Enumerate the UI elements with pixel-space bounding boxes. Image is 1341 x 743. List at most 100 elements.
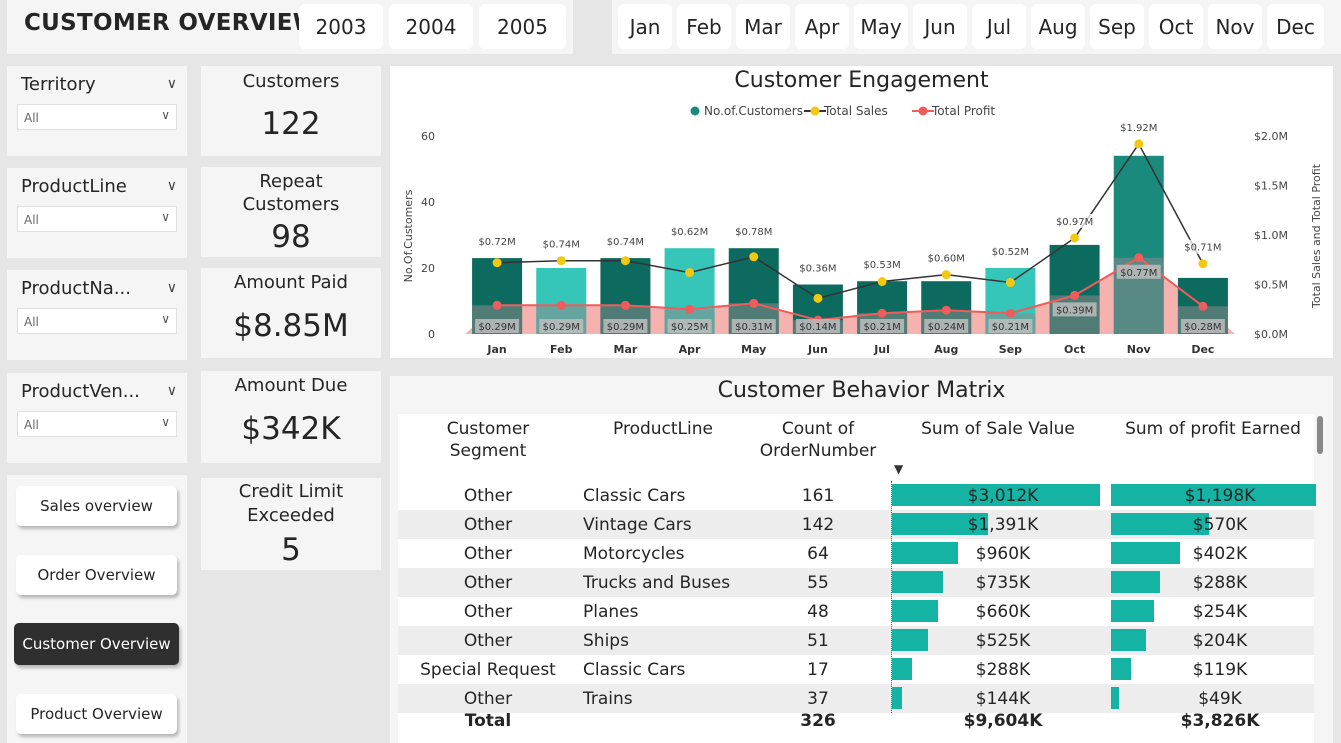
sales-data-label: $0.36M: [799, 264, 836, 275]
profit-point: [1005, 308, 1015, 318]
month-button-jul[interactable]: Jul: [972, 4, 1026, 49]
profit-point: [492, 300, 502, 310]
month-button-jun[interactable]: Jun: [913, 4, 967, 49]
total-row: Total 326 $9,604K $3,826K: [398, 706, 1314, 735]
kpi-label: Credit Limit: [238, 481, 344, 502]
cell-count: 64: [807, 544, 829, 564]
profit-databar: [1111, 513, 1209, 535]
sales-label-bg: [923, 250, 970, 265]
table-row[interactable]: Other Classic Cars 161 $3,012K $1,198K: [398, 481, 1316, 510]
header-sum-sale-value[interactable]: Sum of Sale Value: [921, 419, 1075, 439]
month-button-jan[interactable]: Jan: [618, 4, 672, 49]
table-row[interactable]: Other Motorcycles 64 $960K $402K: [398, 539, 1314, 568]
total-count: 326: [800, 711, 836, 731]
profit-label-bg: [988, 319, 1033, 333]
sales-overview-button[interactable]: Sales overview: [16, 486, 177, 526]
order-overview-button[interactable]: Order Overview: [16, 555, 177, 595]
territory-dropdown[interactable]: All ∨: [17, 104, 177, 130]
header-sum-profit[interactable]: Sum of profit Earned: [1125, 419, 1301, 439]
y-axis-label: No.Of.Customers: [402, 189, 415, 282]
month-button-feb[interactable]: Feb: [677, 4, 731, 49]
profit-databar: [1111, 658, 1131, 680]
productline-dropdown[interactable]: All ∨: [17, 206, 177, 232]
year-button-2005[interactable]: 2005: [479, 4, 566, 49]
cell-sale: $288K: [975, 660, 1031, 680]
sales-point: [1005, 278, 1015, 288]
month-button-oct[interactable]: Oct: [1149, 4, 1203, 49]
profit-point: [556, 300, 566, 310]
sort-desc-icon[interactable]: ▼: [894, 462, 904, 476]
month-button-nov[interactable]: Nov: [1208, 4, 1262, 49]
cell-segment: Other: [463, 602, 513, 622]
month-button-dec[interactable]: Dec: [1267, 4, 1324, 49]
cell-sale: $960K: [975, 544, 1031, 564]
month-button-may[interactable]: May: [854, 4, 908, 49]
header-productline[interactable]: ProductLine: [613, 419, 713, 439]
kpi-credit-limit-exceeded: Credit Limit Exceeded 5: [201, 478, 381, 570]
chart-canvas: No.of.Customers Total Sales Total Profit 0 2…: [402, 104, 1323, 356]
sales-point: [877, 277, 887, 287]
month-button-aug[interactable]: Aug: [1031, 4, 1085, 49]
sales-label-bg: [474, 234, 521, 249]
x-tick-label: Sep: [999, 343, 1022, 356]
table-row[interactable]: Other Ships 51 $525K $204K: [398, 626, 1314, 655]
kpi-customers: Customers 122: [201, 66, 381, 156]
sales-point: [492, 258, 502, 268]
profit-label-bg: [924, 319, 969, 333]
profit-databar: [1111, 542, 1180, 564]
customer-behavior-matrix: Customer Behavior Matrix Customer Segmen…: [390, 376, 1333, 743]
chevron-down-icon[interactable]: ∨: [166, 76, 177, 92]
sale-databar: [892, 571, 943, 593]
profit-databar: [1111, 687, 1119, 709]
customer-overview-button[interactable]: Customer Overview: [14, 623, 179, 665]
chevron-down-icon[interactable]: ∨: [166, 178, 177, 194]
sale-databar: [892, 513, 988, 535]
profit-label-bg: [795, 319, 840, 333]
sales-data-label: $0.71M: [1184, 243, 1221, 254]
month-button-apr[interactable]: Apr: [795, 4, 849, 49]
table-row[interactable]: Other Planes 48 $660K $254K: [398, 597, 1314, 626]
chevron-down-icon[interactable]: ∨: [166, 280, 177, 296]
profit-label-bg: [475, 319, 520, 333]
cell-profit: $49K: [1198, 689, 1242, 709]
cell-segment: Other: [463, 544, 513, 564]
profit-point: [877, 308, 887, 318]
cell-count: 48: [807, 602, 829, 622]
cell-profit: $1,198K: [1184, 486, 1256, 506]
table-row[interactable]: Other Trucks and Buses 55 $735K $288K: [398, 568, 1314, 597]
header-count-ordernumber[interactable]: Count of OrderNumber: [759, 419, 877, 461]
cell-profit: $254K: [1192, 602, 1248, 622]
y-tick-label: 40: [421, 196, 435, 209]
profit-label-bg: [539, 319, 584, 333]
x-tick-label: May: [741, 343, 766, 356]
table-row[interactable]: Special Request Classic Cars 17 $288K $119K: [398, 655, 1314, 684]
cell-count: 37: [807, 689, 829, 709]
x-tick-label: Aug: [934, 343, 958, 356]
profit-label-bg: [1052, 302, 1097, 317]
total-profit: $3,826K: [1180, 711, 1260, 731]
profit-area: [465, 257, 1235, 334]
productname-dropdown[interactable]: All ∨: [17, 308, 177, 334]
month-button-mar[interactable]: Mar: [736, 4, 790, 49]
sales-point: [620, 256, 630, 266]
cell-productline: Motorcycles: [583, 544, 685, 564]
cell-count: 51: [807, 631, 829, 651]
sales-label-bg: [987, 244, 1034, 258]
year-button-2003[interactable]: 2003: [299, 4, 383, 49]
product-overview-button[interactable]: Product Overview: [16, 694, 177, 734]
productvendor-dropdown[interactable]: All ∨: [17, 411, 177, 437]
month-slicer: Jan Feb Mar Apr May Jun Jul Aug Sep Oct …: [612, 0, 1341, 54]
month-button-sep[interactable]: Sep: [1090, 4, 1144, 49]
sale-databar: [892, 542, 958, 564]
table-row[interactable]: Other Vintage Cars 142 $1,391K $570K: [398, 510, 1314, 539]
year-button-2004[interactable]: 2004: [389, 4, 473, 49]
legend-label: Total Sales: [823, 104, 888, 118]
scrollbar[interactable]: [1317, 416, 1323, 454]
chevron-down-icon[interactable]: ∨: [166, 383, 177, 399]
kpi-value: 122: [261, 106, 321, 142]
header-customer-segment[interactable]: Customer Segment: [446, 419, 530, 461]
page-title: CUSTOMER OVERVIEW: [24, 10, 319, 36]
table-row[interactable]: Other Trains 37 $144K $49K: [398, 684, 1314, 713]
kpi-amount-paid: Amount Paid $8.85M: [201, 268, 381, 358]
cell-productline: Vintage Cars: [583, 515, 692, 535]
